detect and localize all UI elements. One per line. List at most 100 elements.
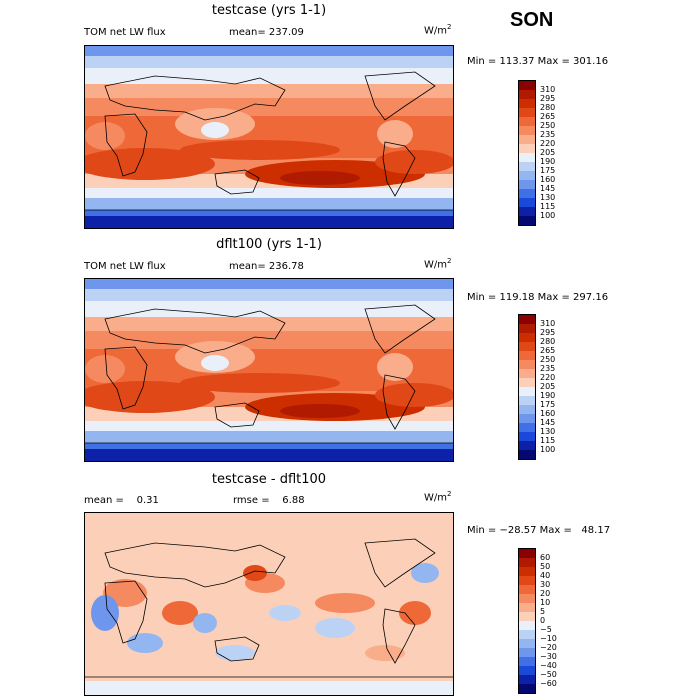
colorbar-swatch: [519, 612, 535, 621]
panel-3-mean: mean = 0.31: [84, 495, 159, 506]
field-band: [85, 98, 453, 116]
panel-2-minmax: Min = 119.18 Max = 297.16: [467, 292, 609, 303]
field-blob: [280, 404, 360, 418]
colorbar-tick-label: 190: [540, 391, 556, 400]
colorbar-tick-label: 205: [540, 148, 556, 157]
field-blob: [399, 601, 431, 625]
colorbar-swatch: [519, 189, 535, 198]
colorbar-tick-label: 100: [540, 445, 556, 454]
field-band: [85, 681, 453, 695]
colorbar-swatch: [519, 585, 535, 594]
panel-3-title: testcase - dflt100: [211, 472, 327, 487]
coastlines: [85, 538, 453, 678]
field-blob: [269, 605, 301, 621]
colorbar-swatch: [519, 171, 535, 180]
colorbar-tick-label: 295: [540, 328, 556, 337]
colorbar-tick-label: 265: [540, 112, 556, 121]
colorbar-tick-label: 130: [540, 193, 556, 202]
field-band: [85, 216, 453, 228]
field-band: [85, 421, 453, 431]
field-blob: [201, 122, 229, 138]
colorbar-tick-label: 235: [540, 364, 556, 373]
colorbar-tick-label: 310: [540, 85, 556, 94]
field-blob: [315, 593, 375, 613]
colorbar-tick-label: 220: [540, 373, 556, 382]
field-band: [85, 68, 453, 84]
coastline: [382, 141, 416, 197]
field-band: [85, 56, 453, 68]
panel-1-units: W/m2: [424, 23, 452, 37]
colorbar-swatch: [519, 324, 535, 333]
colorbar-swatch: [519, 333, 535, 342]
colorbar-tick-label: −10: [540, 634, 557, 643]
field-band: [85, 449, 453, 461]
colorbar-tick-label: 40: [540, 571, 551, 580]
field-blob: [243, 565, 267, 581]
colorbar-swatch: [519, 603, 535, 612]
colorbar-swatch: [519, 414, 535, 423]
colorbar-swatch: [519, 99, 535, 108]
colorbar-tick-label: 250: [540, 355, 556, 364]
colorbar-swatch: [519, 369, 535, 378]
colorbar-swatch: [519, 117, 535, 126]
colorbar-swatch: [519, 432, 535, 441]
colorbar-tick-label: 115: [540, 436, 556, 445]
panel-2-mean: mean= 236.78: [229, 261, 304, 272]
colorbar-swatch: [519, 342, 535, 351]
colorbar-tick-label: 160: [540, 409, 556, 418]
colorbar-swatch: [519, 639, 535, 648]
colorbar-tick-label: −40: [540, 661, 557, 670]
colorbar-tick-label: −5: [540, 625, 552, 634]
panel-3-map: [84, 512, 454, 696]
field-band: [85, 317, 453, 331]
colorbar-swatch: [519, 657, 535, 666]
colorbar-swatch: [519, 630, 535, 639]
colorbar-swatch: [519, 666, 535, 675]
colorbar-swatch: [519, 405, 535, 414]
field-band: [85, 84, 453, 98]
field-band: [85, 331, 453, 349]
colorbar-tick-label: 5: [540, 607, 546, 616]
colorbar-tick-label: 145: [540, 418, 556, 427]
colorbar-tick-label: 160: [540, 175, 556, 184]
colorbar-swatch: [519, 360, 535, 369]
colorbar-swatch: [519, 90, 535, 99]
coastline: [214, 169, 260, 195]
colorbar-tick-label: 280: [540, 337, 556, 346]
coastline: [214, 636, 260, 662]
field-blob: [75, 381, 215, 413]
coastline: [364, 304, 436, 354]
panel-1-variable: TOM net LW flux: [84, 27, 166, 38]
colorbar-swatch: [519, 594, 535, 603]
colorbar-swatch: [519, 378, 535, 387]
colorbar-swatch: [519, 450, 535, 459]
panel-3-map-svg: [85, 513, 453, 695]
coastline: [364, 538, 436, 588]
field-blob: [411, 563, 439, 583]
field-blob: [315, 618, 355, 638]
field-band: [85, 301, 453, 317]
colorbar-swatch: [519, 162, 535, 171]
colorbar-swatch: [519, 621, 535, 630]
colorbar-tick-label: 295: [540, 94, 556, 103]
colorbar-swatch: [519, 567, 535, 576]
panel-2-map-svg: [75, 279, 455, 461]
panel-3-rmse: rmse = 6.88: [233, 495, 305, 506]
field-blob: [215, 645, 255, 661]
colorbar-tick-label: 30: [540, 580, 551, 589]
colorbar-swatch: [519, 135, 535, 144]
field-blob: [377, 353, 413, 381]
panel-3-colorbar: [518, 548, 536, 694]
colorbar-tick-label: 310: [540, 319, 556, 328]
colorbar-tick-label: −20: [540, 643, 557, 652]
colorbar-tick-label: 280: [540, 103, 556, 112]
panel-1-minmax: Min = 113.37 Max = 301.16: [467, 56, 609, 67]
field-band: [85, 188, 453, 198]
panel-1-colorbar: [518, 80, 536, 226]
colorbar-tick-label: 250: [540, 121, 556, 130]
field-layer: [75, 279, 455, 461]
colorbar-swatch: [519, 423, 535, 432]
coastline: [104, 113, 148, 177]
colorbar-tick-label: 115: [540, 202, 556, 211]
colorbar-tick-label: 50: [540, 562, 551, 571]
